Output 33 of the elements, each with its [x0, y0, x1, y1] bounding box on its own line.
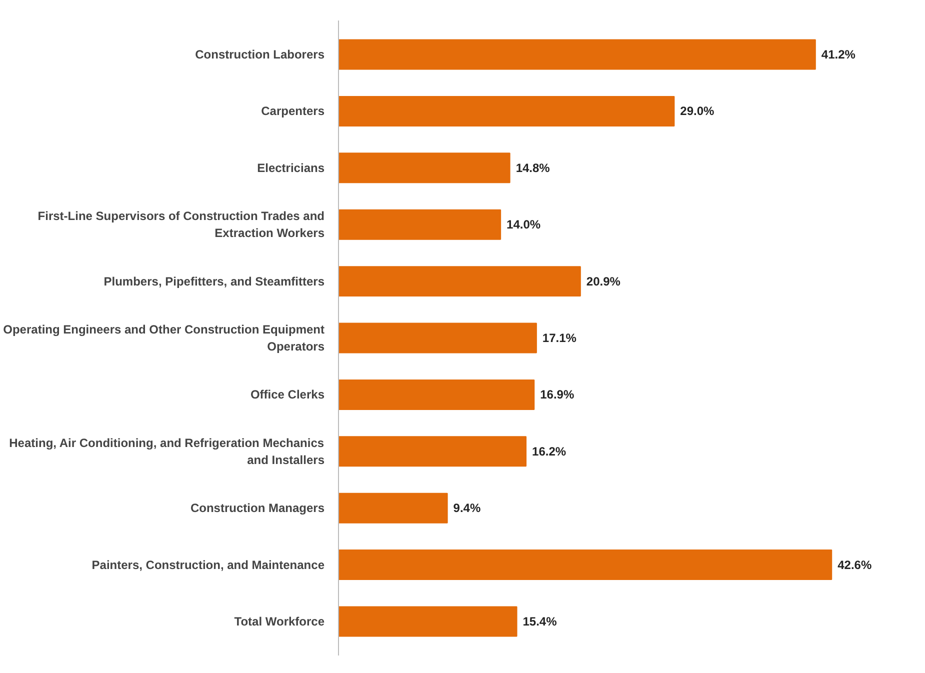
data-label: 15.4% — [522, 614, 558, 628]
bar — [338, 96, 675, 126]
data-label: 14.8% — [516, 160, 550, 175]
data-label: 17.1% — [542, 331, 577, 345]
bar — [338, 39, 816, 70]
bar — [338, 606, 518, 637]
data-label: 42.6% — [838, 558, 872, 572]
bar — [338, 436, 527, 467]
data-label: 20.9% — [586, 274, 621, 288]
bar — [338, 266, 581, 297]
bar — [338, 492, 448, 524]
y-tick-label: Construction Laborers — [195, 48, 325, 62]
data-label: 16.9% — [540, 388, 574, 402]
bar — [338, 209, 502, 240]
y-tick-label: Carpenters — [261, 104, 325, 118]
y-tick-label: Total Workforce — [234, 614, 325, 628]
y-tick-label: Plumbers, Pipefitters, and Steamfitters — [104, 274, 325, 288]
y-tick-label: Operating Engineers and Other Construction Equipment Operators — [3, 322, 325, 354]
data-label: 16.2% — [532, 444, 566, 458]
bar — [338, 322, 537, 354]
data-label: 9.4% — [453, 501, 481, 516]
y-tick-label: Painters, Construction, and Maintenance — [92, 558, 325, 572]
data-label: 14.0% — [506, 218, 541, 232]
bar — [338, 379, 535, 410]
data-label: 29.0% — [680, 104, 715, 118]
y-tick-label: Office Clerks — [250, 388, 325, 402]
y-tick-label: Heating, Air Conditioning, and Refrigeration Mechanics and Installers — [9, 436, 325, 467]
y-tick-label: Electricians — [257, 160, 325, 175]
data-label: 41.2% — [821, 48, 856, 62]
bar — [338, 550, 832, 580]
y-tick-label: Construction Managers — [190, 501, 325, 516]
bar — [338, 152, 510, 184]
y-tick-label: First-Line Supervisors of Construction Trades and Extraction Workers — [38, 209, 325, 240]
